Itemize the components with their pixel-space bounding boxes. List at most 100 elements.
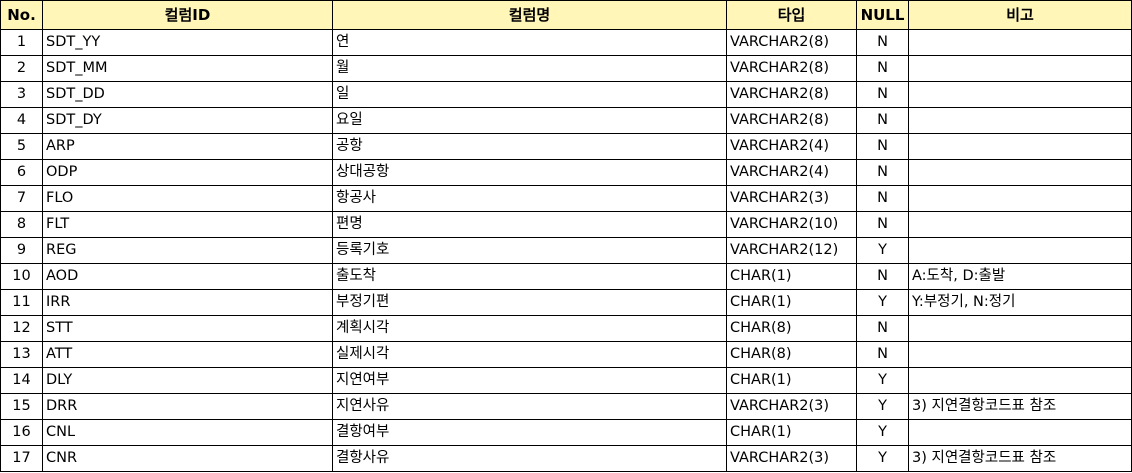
cell-type: CHAR(8) [726, 341, 857, 368]
cell-no: 7 [0, 185, 43, 212]
cell-column-id: SDT_DD [42, 81, 333, 108]
cell-column-name: 등록기호 [332, 237, 727, 264]
cell-column-id: SDT_YY [42, 29, 333, 56]
cell-column-name: 지연여부 [332, 367, 727, 394]
cell-no: 1 [0, 29, 43, 56]
cell-null: Y [856, 393, 909, 420]
cell-type: VARCHAR2(8) [726, 107, 857, 134]
header-no: No. [0, 0, 43, 30]
cell-remarks: 3) 지연결항코드표 참조 [908, 445, 1132, 472]
cell-remarks [908, 419, 1132, 446]
cell-type: VARCHAR2(10) [726, 211, 857, 238]
cell-remarks [908, 107, 1132, 134]
table-row: 9 REG 등록기호 VARCHAR2(12) Y [0, 237, 1132, 264]
cell-type: VARCHAR2(3) [726, 393, 857, 420]
cell-remarks [908, 237, 1132, 264]
cell-null: N [856, 185, 909, 212]
table-row: 14 DLY 지연여부 CHAR(1) Y [0, 367, 1132, 394]
cell-no: 8 [0, 211, 43, 238]
cell-column-name: 부정기편 [332, 289, 727, 316]
cell-column-id: DRR [42, 393, 333, 420]
cell-no: 17 [0, 445, 43, 472]
cell-no: 3 [0, 81, 43, 108]
cell-type: VARCHAR2(8) [726, 55, 857, 82]
cell-column-name: 결항여부 [332, 419, 727, 446]
cell-column-id: CNL [42, 419, 333, 446]
cell-column-name: 항공사 [332, 185, 727, 212]
cell-column-name: 실제시각 [332, 341, 727, 368]
cell-null: Y [856, 237, 909, 264]
cell-type: VARCHAR2(4) [726, 159, 857, 186]
cell-column-name: 공항 [332, 133, 727, 160]
cell-no: 13 [0, 341, 43, 368]
cell-no: 2 [0, 55, 43, 82]
cell-null: Y [856, 445, 909, 472]
table-row: 13 ATT 실제시각 CHAR(8) N [0, 341, 1132, 368]
cell-column-id: CNR [42, 445, 333, 472]
table-header: No. 컬럼ID 컬럼명 타입 NULL 비고 [0, 0, 1132, 30]
cell-column-id: FLO [42, 185, 333, 212]
table-row: 3 SDT_DD 일 VARCHAR2(8) N [0, 81, 1132, 108]
cell-remarks [908, 185, 1132, 212]
table-row: 17 CNR 결항사유 VARCHAR2(3) Y 3) 지연결항코드표 참조 [0, 445, 1132, 472]
header-type: 타입 [726, 0, 857, 30]
cell-no: 5 [0, 133, 43, 160]
cell-null: N [856, 81, 909, 108]
table-row: 10 AOD 출도착 CHAR(1) N A:도착, D:출발 [0, 263, 1132, 290]
cell-column-name: 요일 [332, 107, 727, 134]
cell-column-id: ODP [42, 159, 333, 186]
cell-no: 12 [0, 315, 43, 342]
table-row: 11 IRR 부정기편 CHAR(1) Y Y:부정기, N:정기 [0, 289, 1132, 316]
cell-type: VARCHAR2(12) [726, 237, 857, 264]
cell-remarks [908, 367, 1132, 394]
cell-no: 10 [0, 263, 43, 290]
cell-null: N [856, 55, 909, 82]
cell-null: N [856, 29, 909, 56]
header-null: NULL [856, 0, 909, 30]
cell-type: CHAR(1) [726, 419, 857, 446]
cell-null: N [856, 315, 909, 342]
cell-remarks [908, 29, 1132, 56]
cell-no: 11 [0, 289, 43, 316]
cell-null: N [856, 263, 909, 290]
cell-column-name: 계획시각 [332, 315, 727, 342]
cell-type: CHAR(1) [726, 263, 857, 290]
cell-null: N [856, 107, 909, 134]
cell-no: 4 [0, 107, 43, 134]
cell-column-id: IRR [42, 289, 333, 316]
cell-no: 9 [0, 237, 43, 264]
cell-remarks: Y:부정기, N:정기 [908, 289, 1132, 316]
cell-column-id: AOD [42, 263, 333, 290]
cell-null: N [856, 341, 909, 368]
cell-remarks [908, 159, 1132, 186]
cell-type: VARCHAR2(8) [726, 81, 857, 108]
cell-no: 16 [0, 419, 43, 446]
cell-type: VARCHAR2(3) [726, 185, 857, 212]
table-row: 4 SDT_DY 요일 VARCHAR2(8) N [0, 107, 1132, 134]
cell-column-name: 결항사유 [332, 445, 727, 472]
cell-column-id: REG [42, 237, 333, 264]
table-row: 12 STT 계획시각 CHAR(8) N [0, 315, 1132, 342]
table-row: 5 ARP 공항 VARCHAR2(4) N [0, 133, 1132, 160]
cell-column-name: 출도착 [332, 263, 727, 290]
cell-type: CHAR(1) [726, 289, 857, 316]
cell-column-id: FLT [42, 211, 333, 238]
cell-null: N [856, 133, 909, 160]
header-row: No. 컬럼ID 컬럼명 타입 NULL 비고 [0, 0, 1132, 30]
header-column-id: 컬럼ID [42, 0, 333, 30]
cell-no: 14 [0, 367, 43, 394]
cell-column-name: 상대공항 [332, 159, 727, 186]
cell-no: 15 [0, 393, 43, 420]
cell-column-name: 연 [332, 29, 727, 56]
cell-remarks [908, 315, 1132, 342]
cell-column-id: DLY [42, 367, 333, 394]
cell-column-id: ARP [42, 133, 333, 160]
table-body: 1 SDT_YY 연 VARCHAR2(8) N 2 SDT_MM 월 VARCHAR2(8) N… [0, 29, 1132, 472]
table-row: 8 FLT 편명 VARCHAR2(10) N [0, 211, 1132, 238]
cell-column-name: 편명 [332, 211, 727, 238]
cell-remarks [908, 81, 1132, 108]
cell-type: CHAR(8) [726, 315, 857, 342]
cell-null: Y [856, 289, 909, 316]
cell-remarks [908, 133, 1132, 160]
